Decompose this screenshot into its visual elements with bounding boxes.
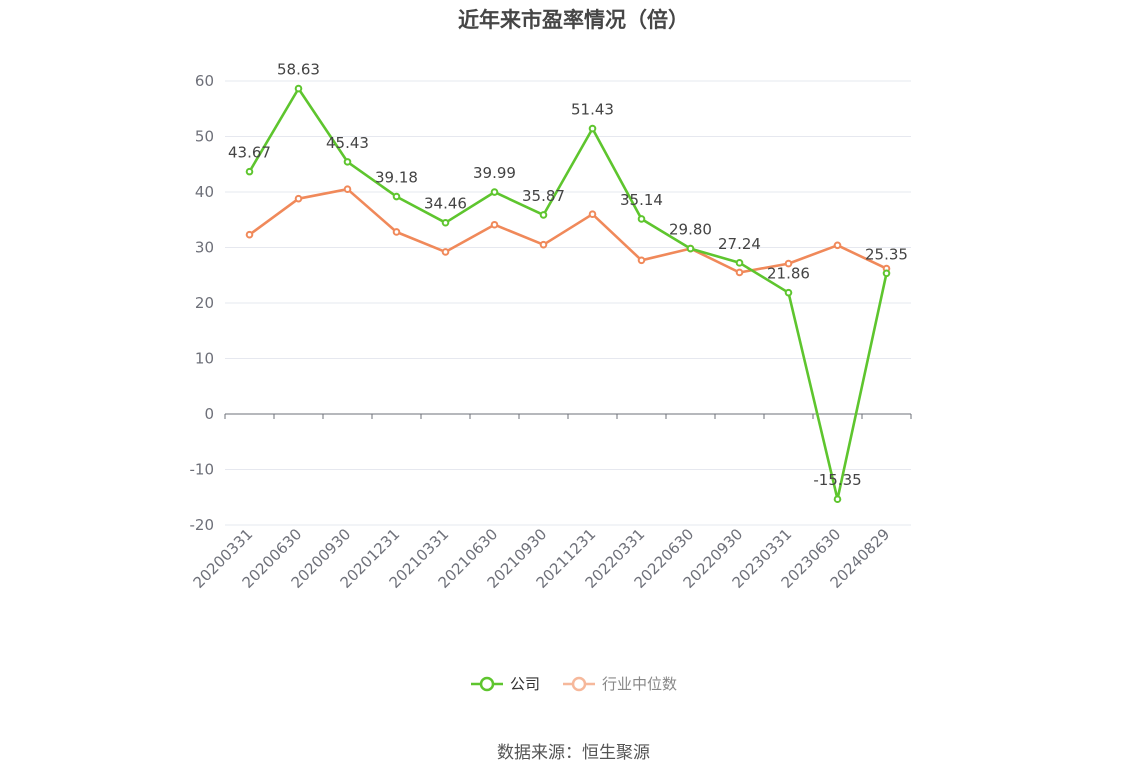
data-label-company: 35.87 <box>522 187 565 205</box>
legend-item-industry-median[interactable]: 行业中位数 <box>562 673 677 694</box>
data-point-company <box>588 124 597 133</box>
data-point-company <box>539 211 548 219</box>
data-label-company: 35.14 <box>620 191 663 209</box>
data-point-industry-median <box>539 240 548 249</box>
chart-title: 近年来市盈率情况（倍） <box>458 8 689 32</box>
data-label-company: 58.63 <box>277 61 320 79</box>
data-point-industry-median <box>245 230 254 239</box>
data-point-industry-median <box>784 259 793 268</box>
y-tick-label: 10 <box>195 350 214 368</box>
y-tick-label: 30 <box>195 239 214 257</box>
y-tick-label: -10 <box>190 461 215 479</box>
data-label-company: 43.67 <box>228 144 271 162</box>
series-layer <box>245 84 891 503</box>
data-point-industry-median <box>833 241 842 250</box>
data-label-company: 27.24 <box>718 235 761 253</box>
series-line-industry-median <box>248 187 888 274</box>
series-line-company <box>248 87 888 501</box>
legend-industry-label: 行业中位数 <box>602 675 678 693</box>
y-tick-label: 0 <box>204 405 214 423</box>
data-point-company <box>490 188 499 196</box>
data-label-company: 21.86 <box>767 265 810 283</box>
data-label-company: -15.35 <box>813 471 861 489</box>
y-tick-label: 50 <box>195 128 214 146</box>
data-point-company <box>637 215 646 223</box>
data-point-company <box>245 167 254 176</box>
data-point-industry-median <box>588 210 597 218</box>
data-label-company: 39.18 <box>375 169 418 187</box>
legend: 公司 行业中位数 <box>0 673 1147 694</box>
data-label-company: 34.46 <box>424 195 467 213</box>
data-label-company: 29.80 <box>669 221 712 239</box>
data-point-company <box>686 244 695 253</box>
data-point-company <box>833 495 842 503</box>
legend-industry-marker-icon <box>563 676 595 691</box>
data-point-company <box>735 259 744 267</box>
y-tick-label: 60 <box>195 72 214 90</box>
legend-company-label: 公司 <box>509 675 540 693</box>
data-point-industry-median <box>392 228 401 236</box>
legend-item-company[interactable]: 公司 <box>470 673 540 694</box>
data-point-industry-median <box>441 248 450 256</box>
y-tick-label: -20 <box>190 516 215 534</box>
data-label-company: 51.43 <box>571 101 614 119</box>
y-tick-label: 20 <box>195 294 214 312</box>
data-point-industry-median <box>343 185 352 194</box>
data-label-layer: 43.67 58.63 45.43 39.18 34.46 39.99 35.87 51.43… <box>228 61 908 490</box>
data-point-company <box>441 218 450 227</box>
data-point-industry-median <box>490 220 499 229</box>
data-point-company <box>392 192 401 201</box>
data-point-company <box>294 84 303 93</box>
data-point-industry-median <box>637 256 646 265</box>
data-point-company <box>784 288 793 297</box>
data-point-industry-median <box>735 268 744 277</box>
source-note: 数据来源：恒生聚源 <box>497 743 650 763</box>
axis-layer: 6050403020100-10-20202003312020063020200… <box>190 72 912 592</box>
data-label-company: 25.35 <box>865 245 908 263</box>
data-label-company: 39.99 <box>473 164 516 182</box>
data-point-industry-median <box>294 194 303 203</box>
data-point-company <box>343 158 352 166</box>
y-tick-label: 40 <box>195 183 214 201</box>
legend-company-marker-icon <box>470 676 503 691</box>
data-label-company: 45.43 <box>326 134 369 152</box>
data-point-company <box>882 269 891 278</box>
